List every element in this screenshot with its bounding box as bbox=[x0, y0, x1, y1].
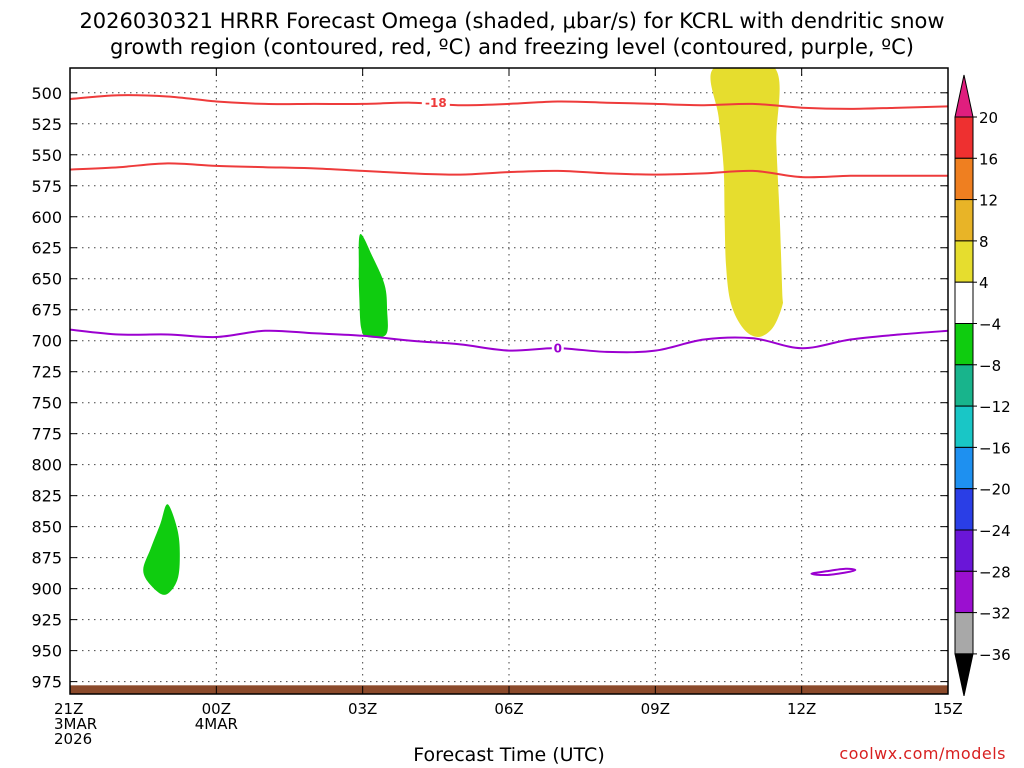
freezing-level-line bbox=[70, 328, 948, 354]
x-tick-label: 12Z bbox=[787, 700, 816, 718]
colorbar-label: −36 bbox=[979, 646, 1011, 664]
colorbar-top-arrow bbox=[954, 74, 974, 118]
colorbar-box bbox=[954, 570, 974, 614]
colorbar-label: −12 bbox=[979, 398, 1011, 416]
colorbar-label: −4 bbox=[979, 316, 1001, 334]
colorbar-label: −16 bbox=[979, 439, 1011, 457]
colorbar-label: 16 bbox=[979, 150, 998, 168]
y-tick-label: 700 bbox=[31, 332, 62, 351]
colorbar-box bbox=[954, 240, 974, 283]
y-tick-label: 875 bbox=[31, 549, 62, 568]
y-tick-label: 550 bbox=[31, 146, 62, 165]
y-tick-label: 650 bbox=[31, 270, 62, 289]
colorbar-bottom-arrow bbox=[954, 653, 974, 697]
colorbar-label: 20 bbox=[979, 109, 998, 127]
grid bbox=[70, 68, 948, 694]
freezing-level-label-bg bbox=[551, 341, 564, 356]
colorbar-label: −32 bbox=[979, 605, 1011, 623]
colorbar-label: −8 bbox=[979, 357, 1001, 375]
y-tick-label: 575 bbox=[31, 177, 62, 196]
y-tick-label: 675 bbox=[31, 301, 62, 320]
x-tick-label: 15Z bbox=[933, 700, 962, 718]
colorbar-label: 4 bbox=[979, 274, 989, 292]
colorbar-label: 8 bbox=[979, 233, 989, 251]
y-tick-label: 925 bbox=[31, 611, 62, 630]
y-tick-label: 900 bbox=[31, 580, 62, 599]
y-tick-label: 725 bbox=[31, 363, 62, 382]
dendritic-lower-line bbox=[70, 162, 948, 179]
colorbar-label: −28 bbox=[979, 563, 1011, 581]
colorbar: 20 16 12 8 4 −4 −8 −12 −16 −20 −24 −28 −32 −36 bbox=[954, 74, 1011, 697]
y-tick-label: 975 bbox=[31, 673, 62, 692]
credit-link[interactable]: coolwx.com/models bbox=[839, 744, 1006, 763]
colorbar-label: −24 bbox=[979, 522, 1011, 540]
y-tick-label: 800 bbox=[31, 456, 62, 475]
y-tick-label: 950 bbox=[31, 642, 62, 661]
x-tick-label: 3MAR bbox=[54, 715, 97, 733]
omega-negative-upper bbox=[358, 233, 388, 338]
y-axis: 500 525 550 575 600 625 650 675 700 725 750 775 800 8… bbox=[31, 84, 948, 692]
y-tick-label: 600 bbox=[31, 208, 62, 227]
colorbar-box bbox=[954, 446, 974, 490]
x-axis-label: Forecast Time (UTC) bbox=[413, 744, 605, 766]
x-tick-label: 21Z bbox=[54, 700, 83, 718]
colorbar-box bbox=[954, 281, 974, 325]
dendritic-upper-line bbox=[70, 94, 948, 110]
colorbar-label: 12 bbox=[979, 192, 998, 210]
colorbar-box bbox=[954, 323, 974, 366]
y-tick-label: 750 bbox=[31, 394, 62, 413]
y-tick-label: 525 bbox=[31, 115, 62, 134]
x-tick-label: 00Z bbox=[202, 700, 231, 718]
x-tick-label: 2026 bbox=[54, 730, 92, 748]
chart-title: 2026030321 HRRR Forecast Omega (shaded, … bbox=[0, 8, 1024, 60]
colorbar-box bbox=[954, 364, 974, 407]
y-tick-label: 825 bbox=[31, 487, 62, 506]
omega-negative-lower bbox=[143, 504, 180, 595]
colorbar-box bbox=[954, 157, 974, 201]
y-tick-label: 500 bbox=[31, 84, 62, 103]
title-line-2: growth region (contoured, red, ºC) and f… bbox=[110, 35, 914, 59]
y-tick-label: 850 bbox=[31, 518, 62, 537]
colorbar-box bbox=[954, 405, 974, 448]
dendritic-upper-label-bg bbox=[421, 95, 450, 110]
contours: -18 0 bbox=[70, 94, 948, 577]
omega-positive-4to8 bbox=[710, 68, 784, 337]
freezing-level-label: 0 bbox=[554, 342, 562, 356]
dendritic-upper-label: -18 bbox=[425, 96, 447, 110]
colorbar-box bbox=[954, 612, 974, 655]
y-tick-label: 625 bbox=[31, 239, 62, 258]
freezing-level-small-line bbox=[810, 567, 857, 577]
shaded-regions bbox=[143, 68, 784, 595]
colorbar-box bbox=[954, 199, 974, 242]
x-tick-label: 09Z bbox=[641, 700, 670, 718]
colorbar-label: −20 bbox=[979, 481, 1011, 499]
x-tick-label: 06Z bbox=[494, 700, 523, 718]
colorbar-box bbox=[954, 116, 974, 159]
title-line-1: 2026030321 HRRR Forecast Omega (shaded, … bbox=[79, 9, 945, 33]
y-tick-label: 775 bbox=[31, 425, 62, 444]
x-tick-label: 4MAR bbox=[195, 715, 238, 733]
x-tick-label: 03Z bbox=[348, 700, 377, 718]
colorbar-box bbox=[954, 529, 974, 572]
colorbar-box bbox=[954, 488, 974, 531]
